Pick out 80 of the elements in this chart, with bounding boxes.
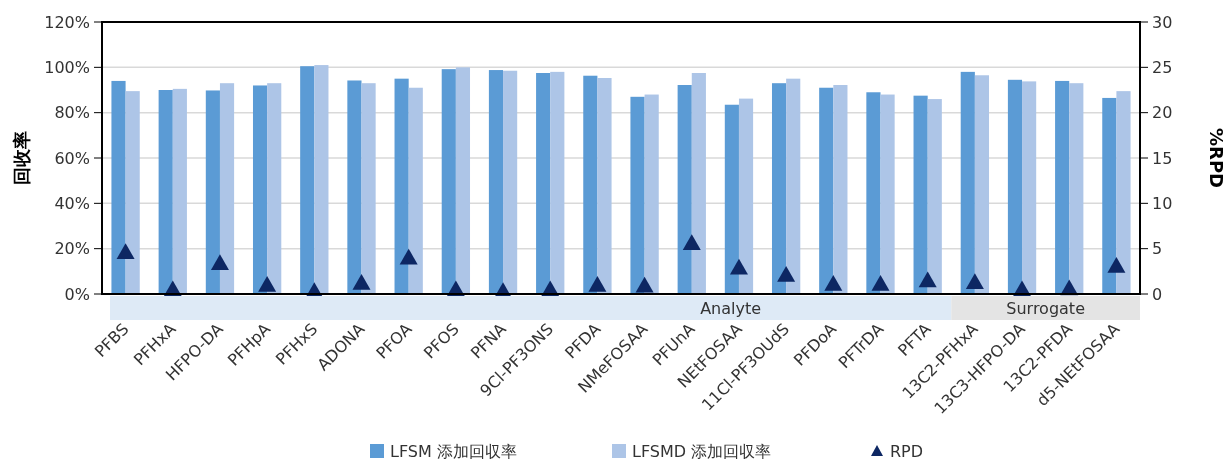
bar [913, 95, 928, 294]
bar [738, 98, 754, 294]
point [210, 254, 229, 270]
y2-axis-title: %RPD [1206, 127, 1227, 189]
point [588, 275, 607, 292]
point [777, 265, 796, 282]
bar [771, 83, 787, 294]
bar [503, 70, 518, 294]
y2-tick-label: 25 [1152, 57, 1173, 77]
bar [394, 78, 409, 294]
bar [833, 85, 848, 294]
y2-tick-label: 15 [1152, 148, 1173, 168]
bar [158, 90, 173, 294]
point [116, 243, 135, 260]
bar [1022, 81, 1037, 294]
bar [583, 75, 598, 294]
bar [441, 69, 456, 294]
bar [819, 87, 834, 294]
bar [866, 92, 881, 294]
bar [550, 71, 565, 294]
bar [314, 65, 329, 294]
text: Surrogate [1006, 299, 1085, 318]
y2-tick-label: 0 [1152, 284, 1163, 304]
bar [597, 77, 612, 294]
y2-tick-label: 20 [1152, 103, 1173, 123]
bar [644, 94, 659, 294]
point [729, 258, 748, 275]
bar [1116, 91, 1131, 294]
y-axis-title: 回收率 [11, 131, 32, 185]
bar [408, 87, 423, 294]
point [682, 234, 701, 250]
bar [111, 80, 126, 294]
point [871, 275, 890, 291]
bar [252, 85, 268, 294]
y2-tick-label: 10 [1152, 193, 1173, 213]
bar [219, 83, 235, 294]
point [1107, 256, 1126, 273]
y-tick-label: 80% [54, 103, 90, 123]
bar [786, 78, 801, 294]
y-tick-label: 60% [54, 148, 90, 168]
point [352, 274, 371, 290]
legend-label: LFSMD 添加回収率 [632, 441, 772, 459]
bar [267, 83, 282, 294]
bar [927, 99, 942, 294]
bar [455, 67, 471, 294]
bar [347, 80, 362, 294]
y-tick-label: 100% [44, 57, 90, 77]
bar [691, 73, 706, 294]
bar [488, 70, 504, 294]
point [635, 276, 654, 293]
text: Analyte [700, 299, 762, 318]
legend-label: RPD [890, 441, 924, 459]
point [258, 275, 277, 292]
bar [724, 104, 739, 294]
y-tick-label: 20% [54, 239, 90, 259]
bar [677, 85, 692, 294]
bar [205, 90, 220, 294]
bar [1007, 79, 1023, 294]
bar [125, 91, 140, 294]
bar [1102, 97, 1117, 294]
y-tick-label: 0% [64, 284, 90, 304]
y-tick-label: 120% [44, 12, 90, 32]
bar [361, 83, 376, 294]
point [918, 271, 937, 288]
y2-tick-label: 5 [1152, 239, 1163, 259]
bar [300, 66, 315, 294]
point [965, 273, 984, 289]
bar [960, 71, 975, 294]
y2-tick-label: 30 [1152, 12, 1173, 32]
bar [1069, 83, 1084, 294]
point [824, 275, 843, 291]
bar [1055, 80, 1070, 294]
legend-label: LFSM 添加回収率 [390, 441, 517, 459]
bar [172, 88, 187, 294]
point [399, 248, 418, 265]
bar [974, 75, 990, 294]
bar [536, 73, 551, 294]
bar [630, 96, 645, 294]
y-tick-label: 40% [54, 193, 90, 213]
bar [880, 94, 895, 294]
